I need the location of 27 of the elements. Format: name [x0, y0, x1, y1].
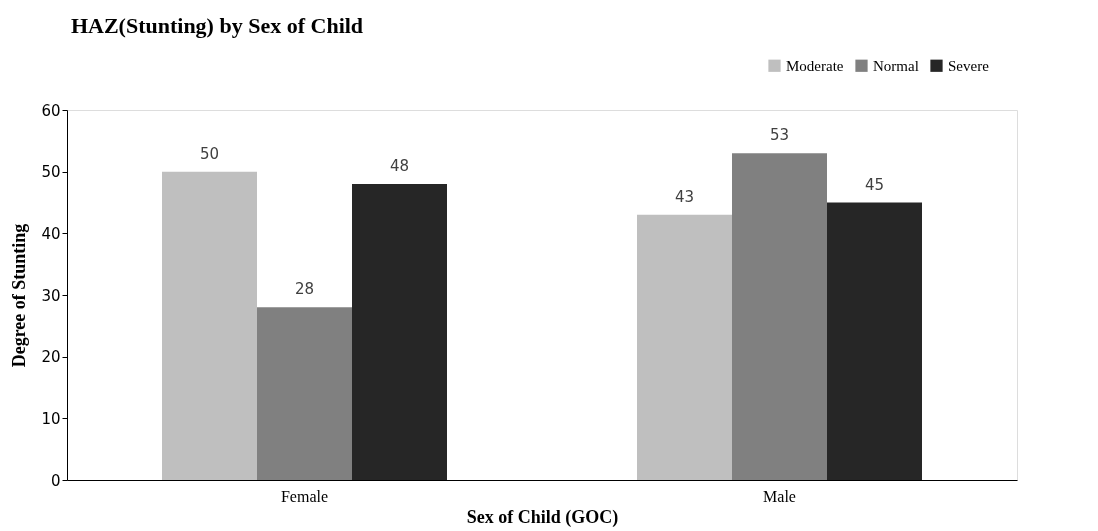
- data-label: 45: [864, 175, 885, 194]
- y-axis-title: Degree of Stunting: [9, 223, 30, 368]
- x-tick-label: Male: [763, 487, 796, 505]
- data-label: 53: [769, 126, 790, 145]
- legend-label: Moderate: [786, 57, 844, 74]
- data-label: 43: [674, 187, 695, 206]
- legend-label: Normal: [873, 57, 919, 74]
- y-tick-label: 60: [41, 101, 61, 120]
- x-axis-title: Sex of Child (GOC): [466, 506, 619, 528]
- data-label: 28: [294, 280, 315, 299]
- y-tick-label: 0: [50, 471, 61, 490]
- bar: [637, 214, 732, 480]
- data-label: 50: [199, 144, 220, 163]
- y-tick-label: 20: [41, 348, 61, 367]
- bar: [827, 202, 922, 480]
- y-tick-label: 10: [41, 409, 61, 428]
- bar: [352, 184, 447, 480]
- bar: [257, 307, 352, 480]
- chart-title: HAZ(Stunting) by Sex of Child: [70, 13, 364, 38]
- data-label: 48: [389, 157, 410, 175]
- bar: [162, 171, 257, 480]
- y-tick-label: 40: [41, 224, 61, 243]
- x-tick-label: Female: [280, 487, 329, 505]
- legend-label: Severe: [948, 57, 990, 74]
- y-tick-label: 50: [41, 163, 61, 182]
- bar: [732, 153, 827, 480]
- y-tick-label: 30: [41, 286, 61, 305]
